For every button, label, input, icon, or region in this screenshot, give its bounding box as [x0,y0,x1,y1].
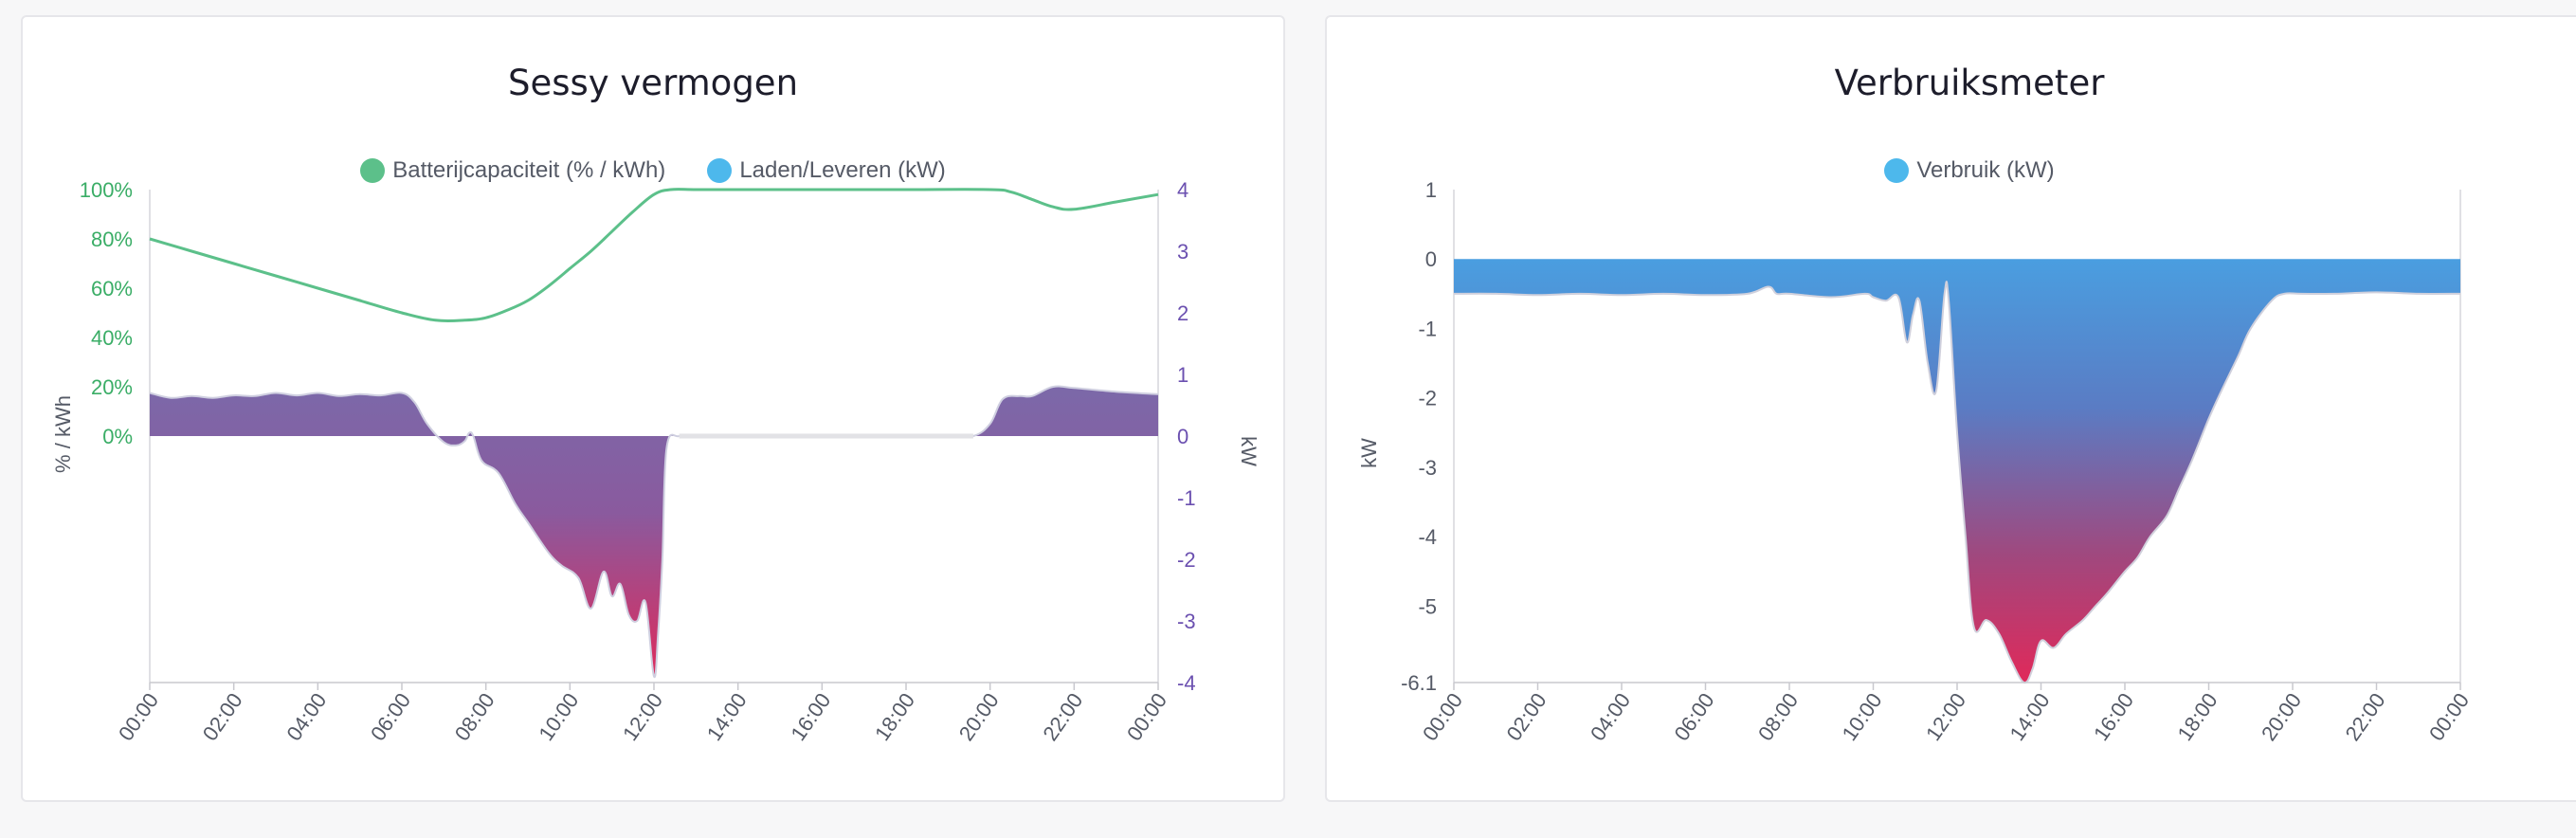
y-left-tick-label: 0% [102,425,133,448]
y-tick-label: -2 [1418,387,1437,410]
y-left-tick-label: 80% [91,228,133,251]
chart-card-verbruik: Verbruiksmeter Verbruik (kW) 1 0 -1 -2 -3 -4 -… [1325,15,2576,802]
x-tick-label: 18:00 [2173,689,2222,745]
y-right-tick-label: 4 [1177,178,1188,202]
y-right-tick-label: 2 [1177,301,1188,325]
y-tick-label: -5 [1418,594,1437,618]
verbruik-chart-plot: 1 0 -1 -2 -3 -4 -5 -6.1 kW 00:00 02:00 04:00 06:00 08… [1357,178,2474,745]
y-right-tick-label: 0 [1177,425,1188,448]
x-tick-label: 06:00 [366,689,415,745]
legend-item-laden[interactable]: Laden/Leveren (kW) [707,157,946,184]
y-tick-label: -3 [1418,456,1437,480]
y-right-tick-label: 3 [1177,240,1188,264]
y-left-tick-label: 20% [91,375,133,399]
x-tick-label: 18:00 [870,689,919,745]
verbruik-area [1454,259,2460,683]
x-tick-label: 08:00 [450,689,499,745]
x-tick-label: 14:00 [702,689,752,745]
legend-dot-verbruik [1884,158,1910,183]
y-tick-label: 1 [1425,178,1437,202]
legend-item-battery[interactable]: Batterijcapaciteit (% / kWh) [360,157,665,184]
y-tick-label: -6.1 [1401,671,1437,695]
chart-card-sessy: Sessy vermogen Batterijcapaciteit (% / k… [21,15,1285,802]
y-right-tick-label: -4 [1177,671,1196,695]
verbruik-line [1453,281,2461,684]
legend-label-verbruik: Verbruik (kW) [1916,157,2055,183]
y-tick-label: -1 [1418,317,1437,340]
x-tick-label: 16:00 [786,689,835,745]
y-right-tick-label: -1 [1177,486,1196,510]
chart-title: Verbruiksmeter [1834,63,2105,103]
legend-item-verbruik[interactable]: Verbruik (kW) [1884,157,2055,184]
x-tick-label: 00:00 [114,689,163,745]
x-tick-label: 04:00 [1586,689,1635,745]
legend-dot-battery [360,158,386,183]
x-tick-label: 12:00 [618,689,667,745]
battery-line [149,188,1159,323]
sessy-chart-plot: 100% 80% 60% 40% 20% 0% 4 3 2 1 0 -1 -2 -3 -4 % / kWh kW… [51,178,1261,745]
chart-legend: Verbruik (kW) [1327,157,2576,184]
x-tick-label: 16:00 [2089,689,2138,745]
y-left-tick-label: 40% [91,326,133,350]
legend-dot-laden [707,158,733,183]
legend-label-battery: Batterijcapaciteit (% / kWh) [392,157,666,183]
x-tick-label: 14:00 [2005,689,2055,745]
x-tick-label: 02:00 [198,689,247,745]
x-tick-label: 12:00 [1921,689,1970,745]
chart-legend: Batterijcapaciteit (% / kWh) Laden/Lever… [23,157,1283,184]
x-tick-label: 00:00 [1418,689,1467,745]
x-tick-label: 00:00 [1122,689,1171,745]
chart-title: Sessy vermogen [507,63,799,103]
y-tick-label: 0 [1425,247,1437,271]
y-right-tick-label: -3 [1177,610,1196,633]
y-right-axis-title: kW [1237,436,1261,466]
legend-label-laden: Laden/Leveren (kW) [739,157,946,183]
y-tick-label: -4 [1418,525,1437,549]
y-left-axis-title: % / kWh [51,395,75,473]
y-left-tick-label: 60% [91,277,133,301]
y-right-tick-label: -2 [1177,548,1196,572]
x-tick-label: 20:00 [954,689,1004,745]
y-left-tick-label: 100% [80,178,133,202]
y-right-tick-label: 1 [1177,363,1188,387]
x-tick-label: 10:00 [1838,689,1887,745]
x-tick-label: 06:00 [1670,689,1719,745]
x-tick-label: 04:00 [281,689,331,745]
power-area [150,386,1158,678]
x-tick-label: 02:00 [1502,689,1551,745]
x-tick-label: 20:00 [2257,689,2306,745]
x-tick-label: 00:00 [2424,689,2474,745]
y-axis-title: kW [1357,438,1381,468]
x-tick-label: 10:00 [534,689,583,745]
x-tick-label: 08:00 [1753,689,1803,745]
x-tick-label: 22:00 [1038,689,1087,745]
x-tick-label: 22:00 [2341,689,2390,745]
